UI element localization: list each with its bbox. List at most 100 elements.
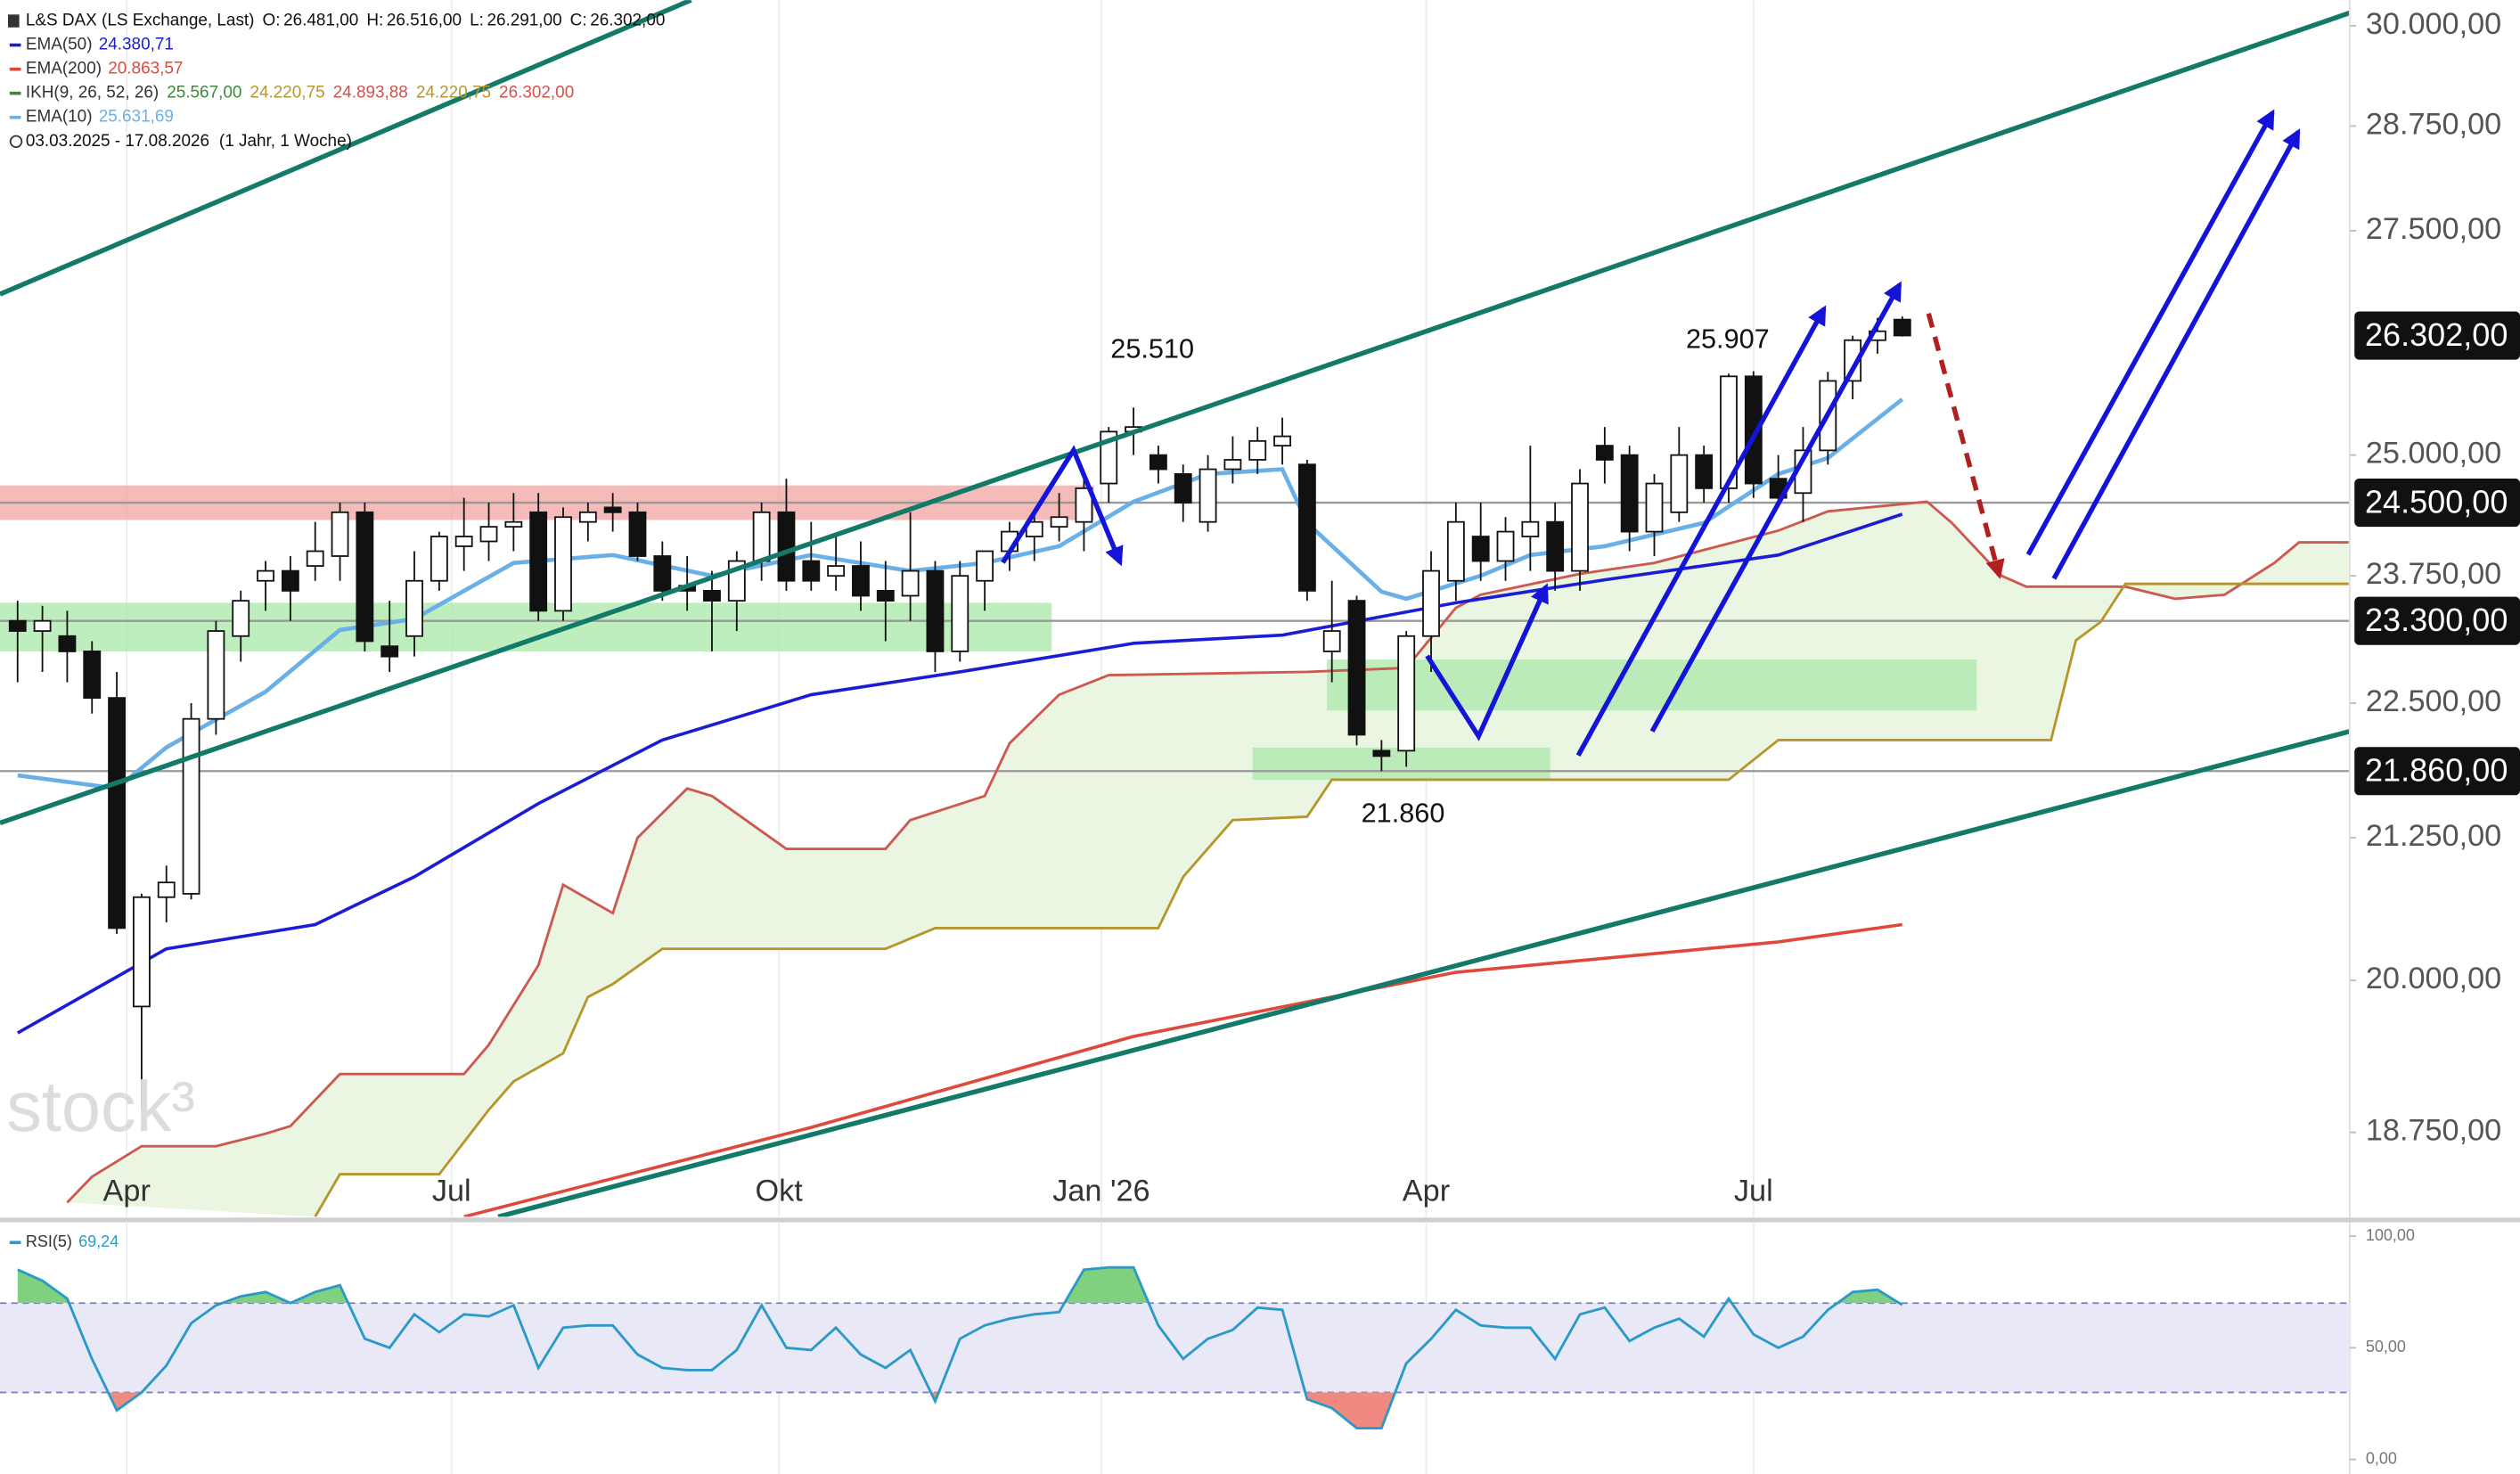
legend-period: 03.03.2025 - 17.08.2026 (1 Jahr, 1 Woche) [26,132,352,151]
price-box [2354,311,2520,360]
rsi-tick-label: 50,00 [2366,1338,2406,1355]
legend-swatch [9,91,21,95]
candle-body [257,569,274,582]
candle-body [356,511,374,643]
arrow [1575,305,1827,757]
candle-body [1347,600,1366,736]
candle-body [380,645,399,658]
legend-value: 26.302,00 [499,84,574,102]
candle-body [1720,375,1738,489]
plot-main [8,316,2349,1217]
candle-body [504,520,523,528]
candle-body [1322,630,1341,652]
rsi-tick-label: 0,00 [2366,1449,2397,1467]
candle-body [1199,468,1217,523]
ohlc-value: 26.291,00 [487,12,561,30]
legend-name: RSI(5) [26,1232,72,1250]
candle-body [281,569,299,592]
candle-body [454,536,473,547]
rsi-line [17,1265,1903,1429]
legend-header: L&S DAX (LS Exchange, Last) O: 26.481,00 H:… [26,12,666,30]
candle-body [1695,454,1714,489]
legend-entry: EMA(50) 24.380,71 [26,36,174,54]
candle-body [479,526,498,543]
annotation: 25.510 [1110,333,1194,364]
candle-body [926,569,945,652]
y-tick-label: 30.000,00 [2366,7,2501,41]
annotation: 21.860 [1362,798,1445,829]
candle-body [1670,454,1689,513]
candle-body [876,590,895,602]
candle-body [1496,530,1515,562]
legend-value: 24.220,75 [416,84,491,102]
period-note: (1 Jahr, 1 Woche) [219,132,352,151]
legend-name: EMA(200) [26,60,102,78]
legend-entry: IKH(9, 26, 52, 26) 25.567,00 24.220,75 24.8… [26,84,574,102]
candle-body [430,536,448,582]
price-label: 26.302,00 [2365,316,2508,353]
ema-line [463,922,1902,1217]
legend-swatch [9,1241,21,1245]
candle-body [628,511,647,557]
candle-body [603,506,622,513]
legend-icon [9,135,23,148]
x-tick-label: Jul [432,1174,471,1208]
candle-body [1521,520,1540,537]
candle-body [1223,459,1242,471]
x-tick-label: Jan '26 [1052,1174,1150,1208]
y-tick-label: 27.500,00 [2366,212,2501,246]
candle-body [8,619,27,632]
trend-line [0,10,2350,826]
candle-body [1372,749,1391,757]
ohlc-value: 26.481,00 [283,12,358,30]
legend-value: 25.567,00 [167,84,241,102]
ohlc-key: H: [366,12,383,30]
x-tick-label: Apr [1403,1174,1450,1208]
candle-body [108,697,126,929]
watermark: stock³ [6,1067,195,1146]
ema-line [17,397,1904,791]
legend-title: L&S DAX (LS Exchange, Last) [26,12,255,30]
arrow [1649,281,1902,733]
candle-body [1595,445,1614,461]
legend-icon [8,14,20,28]
candle-body [529,511,548,612]
candle-body [703,590,721,602]
level-label: 24.500,00 [2365,483,2508,520]
level-box [2354,747,2520,796]
legend-value: 24.220,75 [250,84,324,102]
candle-body [1149,454,1167,471]
trend-line [497,729,2350,1217]
y-tick-label: 18.750,00 [2366,1114,2501,1148]
candle-body [1546,520,1565,572]
y-tick-label: 25.000,00 [2366,437,2501,471]
candle-body [405,579,423,637]
candle-body [827,565,846,577]
arrow [2051,128,2301,580]
candle-body [578,511,597,523]
candle-body [1397,635,1416,752]
legend-swatch [9,115,21,119]
candle-body [1174,472,1192,504]
ichimoku-span [66,500,2349,1204]
legend-entry: EMA(200) 20.863,57 [26,60,184,78]
zone [1252,747,1550,780]
candle-body [1248,439,1267,461]
y-tick-label: 20.000,00 [2366,962,2501,995]
candle-body [777,511,796,582]
candle-body [157,881,176,898]
candle-body [1645,482,1664,533]
candle-body [33,619,52,632]
legend-value: 69,24 [78,1232,119,1250]
ohlc-value: 26.302,00 [590,12,665,30]
zone [1327,659,1977,711]
candle-body [901,569,920,597]
overlay: Apr Jul Okt Jan '26 Apr Jul 30.000,00 28.750,00… [6,7,2520,1208]
ohlc-value: 26.516,00 [387,12,462,30]
candle-body [132,896,151,1008]
arrow [1425,583,1549,741]
ichimoku-span [314,582,2349,1217]
legend-swatch [9,43,21,47]
candle-body [182,717,200,895]
candle-body [1075,487,1093,523]
